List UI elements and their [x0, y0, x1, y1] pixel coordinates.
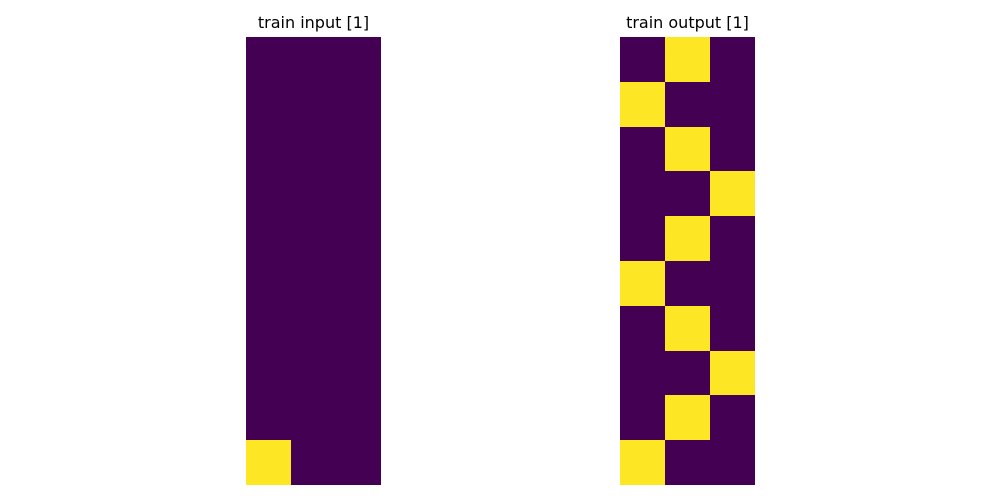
train-input-title: train input [1]: [257, 13, 370, 32]
grid-cell-r6-c1: [665, 305, 710, 351]
grid-cell-r3-c1: [291, 171, 336, 217]
grid-cell-r1-c2: [336, 81, 381, 127]
grid-cell-r7-c1: [665, 350, 710, 396]
grid-cell-r2-c2: [710, 126, 755, 172]
grid-cell-r1-c1: [665, 81, 710, 127]
grid-cell-r3-c0: [246, 171, 291, 217]
grid-cell-r8-c2: [710, 395, 755, 441]
grid-cell-r0-c2: [336, 37, 381, 82]
grid-cell-r8-c1: [665, 395, 710, 441]
grid-cell-r4-c0: [620, 216, 665, 261]
grid-cell-r1-c0: [246, 81, 291, 127]
grid-cell-r9-c2: [336, 440, 381, 485]
grid-cell-r0-c1: [291, 37, 336, 82]
grid-cell-r1-c2: [710, 81, 755, 127]
grid-cell-r6-c1: [291, 305, 336, 351]
grid-cell-r8-c1: [291, 395, 336, 441]
grid-cell-r4-c2: [336, 216, 381, 261]
grid-cell-r5-c0: [246, 260, 291, 306]
grid-cell-r7-c1: [291, 350, 336, 396]
grid-cell-r7-c0: [620, 350, 665, 396]
grid-cell-r1-c0: [620, 81, 665, 127]
grid-cell-r2-c1: [665, 126, 710, 172]
grid-cell-r0-c2: [710, 37, 755, 82]
grid-cell-r0-c0: [246, 37, 291, 82]
grid-cell-r6-c0: [246, 305, 291, 351]
grid-cell-r9-c2: [710, 440, 755, 485]
grid-cell-r7-c0: [246, 350, 291, 396]
grid-cell-r8-c0: [620, 395, 665, 441]
grid-cell-r9-c1: [291, 440, 336, 485]
grid-cell-r8-c2: [336, 395, 381, 441]
grid-cell-r7-c2: [710, 350, 755, 396]
grid-cell-r0-c0: [620, 37, 665, 82]
grid-cell-r8-c0: [246, 395, 291, 441]
grid-cell-r6-c2: [336, 305, 381, 351]
grid-cell-r3-c2: [710, 171, 755, 217]
train-output-panel: train output [1]: [620, 0, 755, 500]
train-output-grid: [620, 37, 755, 485]
grid-cell-r7-c2: [336, 350, 381, 396]
grid-cell-r5-c2: [336, 260, 381, 306]
grid-cell-r3-c1: [665, 171, 710, 217]
grid-cell-r4-c1: [291, 216, 336, 261]
grid-cell-r4-c0: [246, 216, 291, 261]
grid-cell-r5-c0: [620, 260, 665, 306]
grid-cell-r5-c1: [665, 260, 710, 306]
grid-cell-r6-c0: [620, 305, 665, 351]
grid-cell-r5-c1: [291, 260, 336, 306]
grid-cell-r2-c2: [336, 126, 381, 172]
grid-cell-r6-c2: [710, 305, 755, 351]
grid-cell-r4-c2: [710, 216, 755, 261]
grid-cell-r9-c0: [246, 440, 291, 485]
grid-cell-r3-c2: [336, 171, 381, 217]
grid-cell-r2-c0: [620, 126, 665, 172]
grid-cell-r4-c1: [665, 216, 710, 261]
grid-cell-r9-c1: [665, 440, 710, 485]
grid-cell-r3-c0: [620, 171, 665, 217]
train-output-title: train output [1]: [626, 13, 749, 32]
grid-cell-r9-c0: [620, 440, 665, 485]
grid-cell-r2-c0: [246, 126, 291, 172]
grid-cell-r2-c1: [291, 126, 336, 172]
train-input-grid: [246, 37, 381, 485]
grid-cell-r0-c1: [665, 37, 710, 82]
grid-cell-r1-c1: [291, 81, 336, 127]
train-input-panel: train input [1]: [246, 0, 381, 500]
grid-cell-r5-c2: [710, 260, 755, 306]
